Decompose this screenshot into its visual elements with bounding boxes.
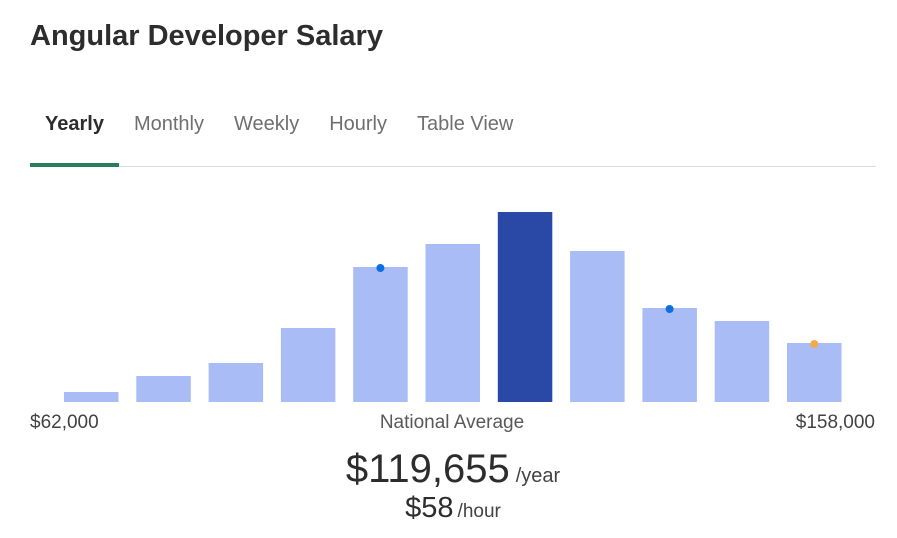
histogram-bar bbox=[787, 343, 842, 402]
national-average-label: National Average bbox=[379, 412, 525, 433]
bar-marker-dot bbox=[376, 264, 385, 272]
histogram-bar bbox=[280, 328, 336, 402]
hourly-average: $58/hour bbox=[405, 492, 501, 525]
tab-weekly[interactable]: Weekly bbox=[233, 113, 300, 135]
tab-monthly[interactable]: Monthly bbox=[133, 113, 204, 135]
yearly-average: $119,655/year bbox=[346, 447, 560, 492]
range-max-label: $158,000 bbox=[795, 412, 875, 433]
histogram-bar bbox=[714, 321, 770, 402]
yearly-average-value: $119,655 bbox=[345, 447, 510, 491]
range-min-label: $62,000 bbox=[30, 412, 99, 433]
salary-histogram bbox=[64, 212, 842, 402]
tab-hourly[interactable]: Hourly bbox=[329, 113, 387, 135]
histogram-bar-national-average bbox=[497, 212, 553, 402]
histogram-bar bbox=[570, 251, 625, 402]
hourly-average-unit: /hour bbox=[457, 501, 501, 522]
pay-period-tabs: Yearly Monthly Weekly Hourly Table View bbox=[30, 100, 876, 167]
histogram-bar bbox=[353, 267, 408, 402]
histogram-bar bbox=[425, 244, 480, 402]
histogram-bar bbox=[208, 363, 264, 402]
histogram-bar bbox=[136, 376, 191, 402]
hourly-average-value: $58 bbox=[405, 492, 454, 524]
yearly-average-unit: /year bbox=[515, 465, 561, 487]
bar-marker-dot bbox=[665, 305, 674, 313]
page-title: Angular Developer Salary bbox=[30, 20, 383, 52]
histogram-bar bbox=[64, 392, 119, 402]
tab-yearly[interactable]: Yearly bbox=[30, 100, 119, 167]
bar-marker-dot bbox=[810, 340, 819, 348]
histogram-bar bbox=[642, 308, 697, 402]
tab-table-view[interactable]: Table View bbox=[417, 113, 514, 135]
